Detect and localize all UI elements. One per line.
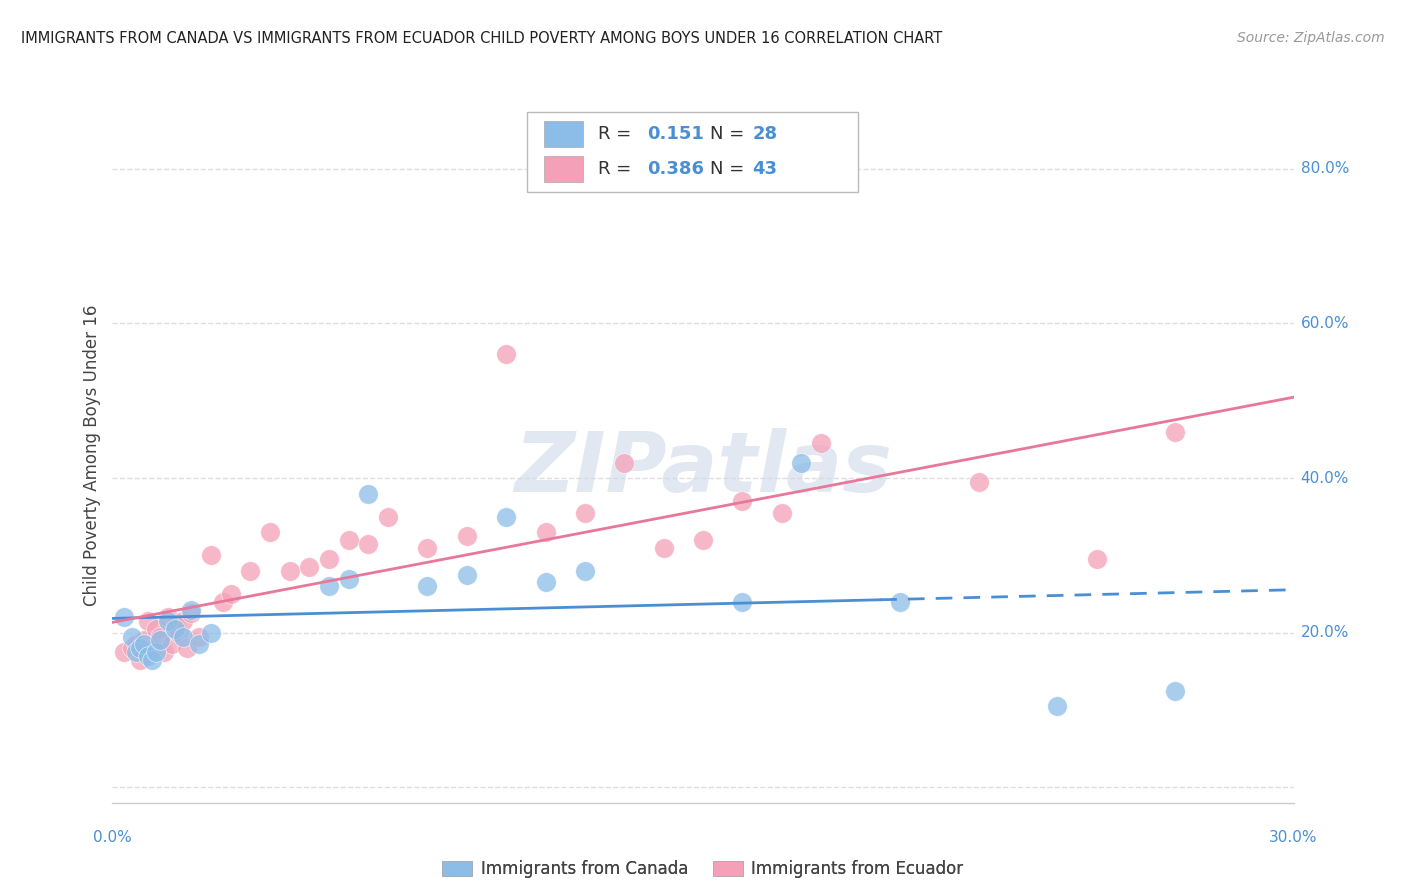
Y-axis label: Child Poverty Among Boys Under 16: Child Poverty Among Boys Under 16 (83, 304, 101, 606)
Text: 0.386: 0.386 (647, 161, 704, 178)
Point (149, 630, 172, 644)
Text: R =: R = (598, 161, 637, 178)
Point (456, 529, 478, 543)
Point (219, 587, 242, 601)
Point (200, 625, 222, 640)
Text: 0.151: 0.151 (647, 125, 703, 143)
Point (145, 645, 167, 659)
Point (416, 541, 439, 555)
Point (112, 610, 135, 624)
Text: IMMIGRANTS FROM CANADA VS IMMIGRANTS FROM ECUADOR CHILD POVERTY AMONG BOYS UNDER: IMMIGRANTS FROM CANADA VS IMMIGRANTS FRO… (21, 31, 942, 46)
Text: 28: 28 (752, 125, 778, 143)
Point (165, 618, 187, 632)
Point (534, 525, 557, 540)
Point (613, 456, 636, 470)
Text: Source: ZipAtlas.com: Source: ZipAtlas.com (1237, 31, 1385, 45)
Text: 43: 43 (752, 161, 778, 178)
Point (188, 637, 211, 651)
Point (967, 475, 990, 489)
Point (132, 637, 155, 651)
Point (495, 347, 517, 361)
Point (534, 575, 557, 590)
Point (318, 552, 340, 566)
Text: N =: N = (710, 161, 749, 178)
Point (574, 506, 596, 520)
Point (495, 509, 517, 524)
Point (1164, 425, 1187, 439)
Point (145, 622, 167, 636)
Point (149, 633, 172, 648)
Point (318, 579, 340, 593)
Text: 30.0%: 30.0% (1270, 830, 1317, 845)
Point (180, 607, 202, 621)
Text: N =: N = (710, 125, 749, 143)
Point (731, 595, 754, 609)
Point (112, 645, 135, 659)
Text: 60.0%: 60.0% (1301, 316, 1348, 331)
Text: ZIPatlas: ZIPatlas (515, 428, 891, 509)
Point (692, 533, 714, 547)
Point (357, 486, 380, 500)
Point (169, 625, 191, 640)
Point (889, 595, 911, 609)
Point (456, 567, 478, 582)
Point (136, 614, 159, 628)
Point (239, 564, 262, 578)
Point (1085, 552, 1108, 566)
Point (652, 541, 675, 555)
Point (357, 537, 380, 551)
Text: 20.0%: 20.0% (1301, 625, 1348, 640)
Point (278, 564, 301, 578)
Point (121, 641, 143, 656)
Text: R =: R = (598, 125, 637, 143)
Point (731, 494, 754, 508)
Point (172, 630, 194, 644)
Point (172, 614, 194, 628)
Point (790, 456, 813, 470)
Point (141, 641, 163, 656)
Point (810, 436, 832, 450)
Point (136, 648, 159, 663)
Point (574, 564, 596, 578)
Point (298, 560, 321, 574)
Point (259, 525, 281, 540)
Point (1164, 683, 1187, 698)
Point (1046, 699, 1069, 714)
Point (156, 610, 179, 624)
Point (129, 641, 152, 656)
Point (176, 641, 198, 656)
Text: 80.0%: 80.0% (1301, 161, 1348, 177)
Point (337, 533, 360, 547)
Point (188, 630, 211, 644)
Point (165, 622, 187, 636)
Point (160, 637, 183, 651)
Point (770, 506, 793, 520)
Point (416, 579, 439, 593)
Point (211, 595, 233, 609)
Point (132, 633, 155, 648)
Legend: Immigrants from Canada, Immigrants from Ecuador: Immigrants from Canada, Immigrants from … (436, 854, 970, 885)
Point (337, 572, 360, 586)
Point (125, 637, 148, 651)
Point (152, 645, 174, 659)
Point (180, 602, 202, 616)
Point (200, 549, 222, 563)
Point (125, 645, 148, 659)
Point (141, 653, 163, 667)
Text: 40.0%: 40.0% (1301, 471, 1348, 485)
Point (377, 509, 399, 524)
Text: 0.0%: 0.0% (93, 830, 132, 845)
Point (129, 653, 152, 667)
Point (156, 614, 179, 628)
Point (121, 630, 143, 644)
